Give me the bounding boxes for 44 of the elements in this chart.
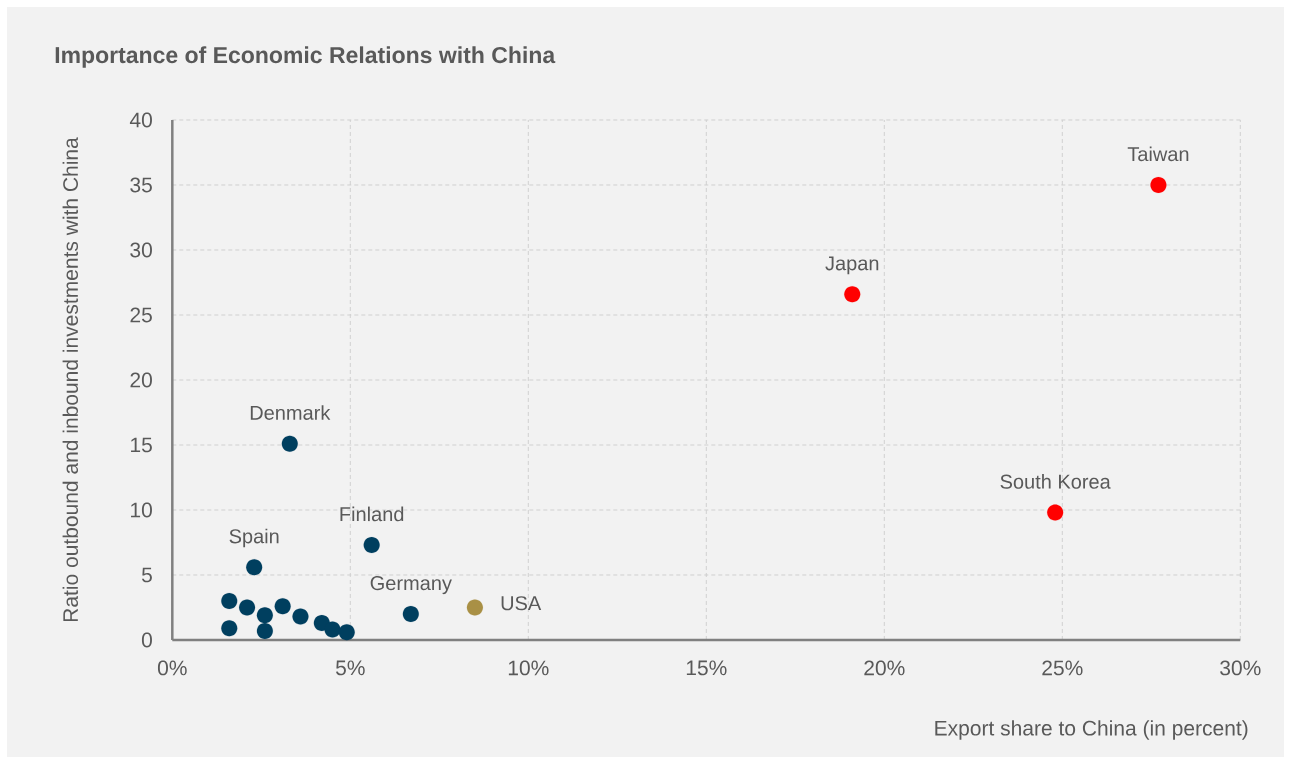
point bbox=[292, 608, 309, 625]
annotation: Germany bbox=[370, 576, 452, 595]
point bbox=[324, 621, 341, 638]
x-tick-label: 5% bbox=[335, 660, 365, 676]
point bbox=[221, 592, 238, 610]
x-tick-label: 25% bbox=[1042, 660, 1083, 676]
x-axis-title: Export share to China (in percent) bbox=[935, 720, 1248, 740]
annotation: Denmark bbox=[250, 405, 331, 420]
annotation: USA bbox=[501, 596, 542, 611]
x-tick-label: 10% bbox=[508, 660, 549, 676]
x-tick-label: 20% bbox=[864, 660, 905, 676]
point bbox=[274, 598, 291, 615]
point bbox=[256, 622, 273, 639]
annotation: Japan bbox=[825, 256, 879, 275]
x-tick-label: 15% bbox=[686, 660, 727, 676]
point bbox=[402, 605, 419, 623]
y-tick-label: 15 bbox=[131, 437, 152, 453]
y-tick-label: 40 bbox=[129, 112, 152, 128]
annotation: South Korea bbox=[1000, 474, 1111, 489]
point bbox=[1047, 504, 1064, 521]
y-axis-title: Ratio outbound and inbound investments with China bbox=[62, 137, 79, 622]
point bbox=[256, 607, 273, 624]
y-tick-label: 5 bbox=[141, 567, 152, 583]
point bbox=[246, 559, 263, 576]
y-tick-label: 20 bbox=[130, 372, 152, 388]
point bbox=[221, 620, 238, 637]
annotation: Finland bbox=[340, 506, 404, 522]
point bbox=[363, 537, 380, 554]
point bbox=[466, 599, 483, 616]
point bbox=[844, 286, 861, 303]
point bbox=[239, 599, 256, 616]
point bbox=[338, 624, 355, 641]
y-tick-label: 10 bbox=[131, 502, 152, 518]
y-tick-label: 30 bbox=[130, 242, 152, 258]
point bbox=[281, 435, 298, 452]
y-tick-label: 35 bbox=[130, 177, 152, 193]
point bbox=[1150, 176, 1167, 194]
x-tick-label: 0% bbox=[157, 660, 187, 676]
chart-title: Importance of Economic Relations with China bbox=[55, 46, 556, 68]
annotation: Taiwan bbox=[1127, 146, 1189, 162]
annotation: Spain bbox=[229, 528, 279, 548]
y-tick-label: 25 bbox=[130, 307, 152, 323]
x-tick-label: 30% bbox=[1220, 660, 1261, 676]
y-tick-label: 0 bbox=[141, 632, 152, 648]
